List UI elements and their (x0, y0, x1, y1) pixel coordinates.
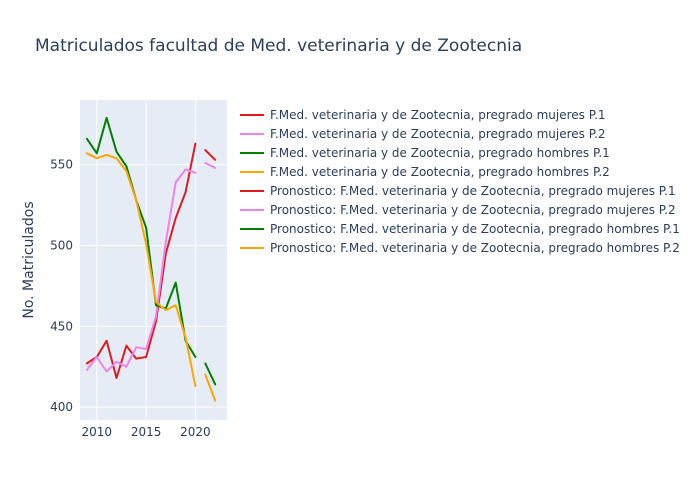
legend: F.Med. veterinaria y de Zootecnia, pregr… (240, 108, 680, 255)
legend-label: F.Med. veterinaria y de Zootecnia, pregr… (270, 127, 606, 141)
y-axis-title: No. Matriculados (21, 201, 37, 318)
x-tick-label: 2010 (81, 425, 112, 439)
series-line-2 (85, 168, 197, 373)
legend-label: Pronostico: F.Med. veterinaria y de Zoot… (270, 203, 676, 217)
series-line-7 (204, 362, 217, 386)
y-axis-ticks: 400 450 500 550 (50, 158, 73, 414)
y-tick-label: 400 (50, 400, 73, 414)
series-lines (85, 116, 217, 402)
legend-label: Pronostico: F.Med. veterinaria y de Zoot… (270, 184, 676, 198)
series-line-4 (85, 152, 197, 388)
x-tick-label: 2020 (180, 425, 211, 439)
x-axis-ticks: 2010 2015 2020 (81, 425, 210, 439)
chart-title: Matriculados facultad de Med. veterinari… (35, 36, 522, 56)
legend-label: F.Med. veterinaria y de Zootecnia, pregr… (270, 108, 606, 122)
plot-area (80, 100, 227, 420)
y-tick-label: 500 (50, 238, 73, 252)
series-line-6 (204, 162, 217, 169)
y-tick-label: 450 (50, 319, 73, 333)
legend-label: Pronostico: F.Med. veterinaria y de Zoot… (270, 222, 680, 236)
series-line-8 (204, 373, 217, 402)
series-line-3 (85, 116, 197, 358)
legend-label: F.Med. veterinaria y de Zootecnia, pregr… (270, 146, 610, 160)
legend-label: Pronostico: F.Med. veterinaria y de Zoot… (270, 241, 680, 255)
x-tick-label: 2015 (131, 425, 162, 439)
series-line-1 (85, 142, 197, 379)
series-line-5 (204, 149, 217, 161)
legend-label: F.Med. veterinaria y de Zootecnia, pregr… (270, 165, 610, 179)
y-tick-label: 550 (50, 158, 73, 172)
